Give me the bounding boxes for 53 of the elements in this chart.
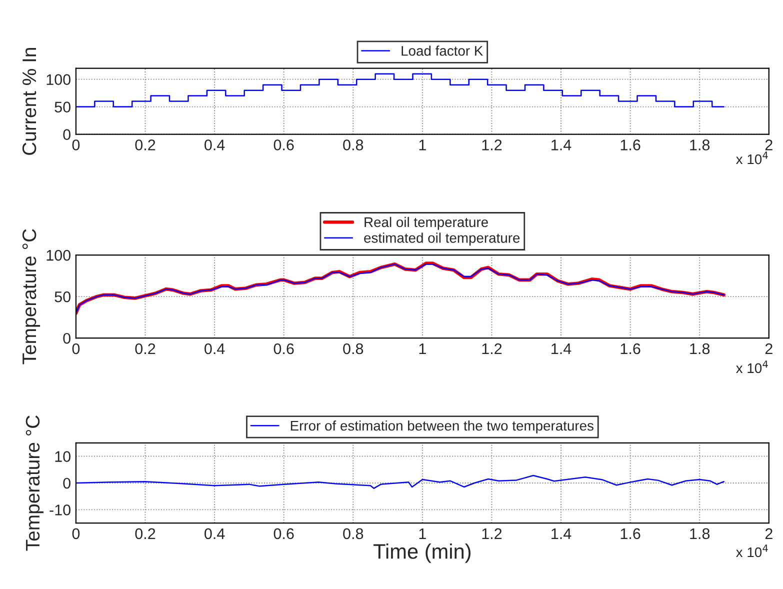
x-tick-label: 0.6 xyxy=(274,343,294,354)
x-tick-label: 1.2 xyxy=(482,343,502,354)
y-tick-label: 0 xyxy=(63,129,70,140)
legend-label: Real oil temperature xyxy=(364,216,488,230)
x-tick-label: 1.8 xyxy=(690,140,710,150)
x-axis-title: Time (min) xyxy=(374,544,471,563)
x-tick-label: 1.8 xyxy=(690,528,710,540)
x-tick-label: 0.2 xyxy=(135,528,156,540)
x-tick-label: 0.4 xyxy=(204,528,225,540)
x-tick-label: 0.6 xyxy=(274,528,294,540)
x-tick-label: 1.6 xyxy=(620,140,640,150)
x-tick-label: 0.8 xyxy=(343,140,364,150)
x-tick-label: 1.6 xyxy=(620,343,640,354)
x-tick-label: 2 xyxy=(765,528,772,539)
y-tick-label: 50 xyxy=(54,102,70,112)
x-tick-label: 0 xyxy=(72,343,80,354)
x-tick-label: 0.4 xyxy=(204,140,225,150)
x-tick-label: 1.4 xyxy=(552,528,572,539)
x-tick-label: 0.8 xyxy=(343,528,364,540)
x-tick-label: 0.8 xyxy=(343,343,364,354)
y-tick-label: 100 xyxy=(46,250,70,261)
x-tick-label: 1.2 xyxy=(482,528,502,539)
x-tick-label: 1 xyxy=(419,528,426,539)
y-tick-label: -10 xyxy=(50,504,70,516)
x-tick-label: 0.6 xyxy=(274,140,294,150)
y-tick-label: 0 xyxy=(63,478,70,489)
x-tick-label: 2 xyxy=(765,343,772,354)
legend-label: estimated oil temperature xyxy=(364,232,520,246)
x-tick-label: 0 xyxy=(72,140,80,150)
text: x 10$^{4}$ xyxy=(736,152,768,164)
y-axis-title: Current % In xyxy=(22,48,36,155)
x-tick-label: 1 xyxy=(419,140,426,150)
x-tick-label: 2 xyxy=(765,140,772,150)
y-tick-label: 10 xyxy=(55,451,70,462)
y-tick-label: 0 xyxy=(63,332,70,344)
x-tick-label: 1.6 xyxy=(620,528,640,540)
x-tick-label: 1.4 xyxy=(552,344,572,354)
legend-label: Load factor K xyxy=(402,46,484,56)
y-tick-label: 50 xyxy=(54,291,70,302)
text: x 10$^{4}$ xyxy=(736,360,768,374)
x-tick-label: 1.4 xyxy=(552,140,572,150)
x-tick-label: 1 xyxy=(419,344,426,354)
x-tick-label: 0.2 xyxy=(135,343,156,354)
y-axis-title: Temperature °C xyxy=(22,229,40,364)
x-tick-label: 1.2 xyxy=(482,140,502,150)
x-tick-label: 0.2 xyxy=(135,140,156,150)
x-tick-label: 1.8 xyxy=(690,343,710,354)
text: x 10$^{4}$ xyxy=(736,544,768,558)
legend-label: Error of estimation between the two temperatures xyxy=(290,420,594,434)
x-tick-label: 0 xyxy=(72,528,80,540)
x-tick-label: 0.4 xyxy=(204,343,225,354)
y-axis-title: Temperature °C xyxy=(26,416,44,551)
y-tick-label: 100 xyxy=(46,74,70,86)
